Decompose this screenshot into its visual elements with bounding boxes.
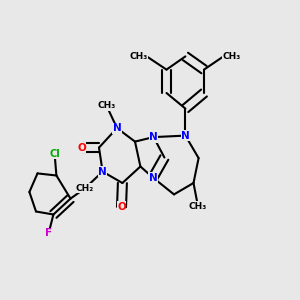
Text: F: F xyxy=(45,228,52,239)
Text: O: O xyxy=(77,142,86,153)
Text: CH₃: CH₃ xyxy=(98,101,116,110)
Text: O: O xyxy=(117,202,126,212)
Text: N: N xyxy=(181,130,190,141)
Text: CH₂: CH₂ xyxy=(76,184,94,193)
Text: N: N xyxy=(98,167,107,177)
Text: N: N xyxy=(149,132,158,142)
Text: CH₃: CH₃ xyxy=(223,52,241,62)
Text: N: N xyxy=(148,172,158,183)
Text: CH₃: CH₃ xyxy=(129,52,148,62)
Text: Cl: Cl xyxy=(49,148,60,159)
Text: N: N xyxy=(112,123,122,133)
Text: CH₃: CH₃ xyxy=(189,202,207,211)
